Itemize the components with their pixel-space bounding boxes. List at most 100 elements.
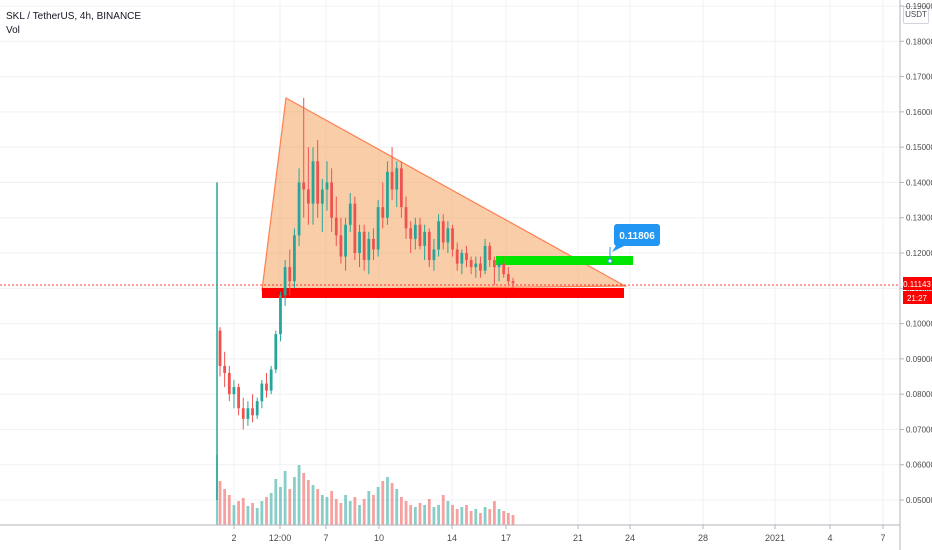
volume-bar — [455, 509, 459, 525]
candle-body — [460, 253, 464, 264]
candle-body — [358, 231, 361, 253]
volume-bar — [279, 487, 282, 525]
volume-bar — [432, 507, 436, 525]
candle-body — [367, 238, 371, 261]
currency-badge[interactable]: USDT — [903, 6, 929, 24]
volume-bar — [437, 505, 440, 525]
volume-bar — [255, 508, 259, 525]
candle-body — [227, 372, 231, 395]
candle-body — [497, 263, 501, 268]
volume-bar — [441, 495, 445, 525]
time-tick-label: 7 — [323, 533, 328, 543]
volume-bar — [483, 507, 487, 525]
candle-body — [293, 235, 296, 282]
candle-body — [511, 281, 515, 284]
candle-body — [376, 207, 380, 250]
volume-bar — [511, 515, 515, 525]
candle-body — [395, 168, 399, 190]
volume-bar — [372, 495, 375, 525]
candle-body — [404, 207, 408, 229]
candle-body — [288, 267, 292, 282]
volume-bar — [446, 501, 450, 525]
volume-bar — [381, 481, 385, 525]
time-tick-label: 2021 — [765, 533, 785, 543]
volume-bar — [362, 499, 366, 525]
volume-bar — [246, 506, 250, 525]
candle-body — [246, 408, 250, 419]
volume-bar — [241, 498, 245, 525]
candle-body — [465, 253, 468, 261]
price-tick-label: 0.19000 — [906, 2, 932, 11]
candle-body — [353, 203, 357, 253]
volume-bar — [390, 483, 394, 525]
time-axis[interactable]: 2 12:00 7 10 14 17 21 24 28 2021 4 7 — [231, 525, 886, 543]
time-tick-label: 28 — [698, 533, 708, 543]
volume-bar — [451, 505, 454, 525]
time-tick-label: 2 — [231, 533, 236, 543]
time-tick-label: 14 — [447, 533, 457, 543]
candle-body — [251, 408, 254, 416]
time-tick-label: 10 — [374, 533, 384, 543]
volume-bar — [260, 501, 264, 525]
candle-body — [311, 161, 315, 204]
symbol-title: SKL / TetherUS, 4h, BINANCE — [6, 11, 142, 22]
candle-body — [330, 182, 334, 218]
candle-body — [441, 221, 445, 243]
candle-body — [218, 330, 222, 366]
candle-body — [232, 387, 236, 395]
volume-bar — [265, 497, 268, 525]
volume-bar — [348, 501, 352, 525]
volume-bar — [474, 509, 478, 525]
time-tick-label: 17 — [501, 533, 511, 543]
candle-body — [427, 231, 431, 261]
volume-bar — [488, 509, 492, 525]
candle-body — [432, 249, 436, 261]
candle-body — [479, 263, 482, 271]
time-tick-label: 4 — [827, 533, 832, 543]
volume-bar — [502, 511, 506, 525]
volume-bar — [404, 501, 408, 525]
last-price-value: 0.11143 — [903, 280, 931, 289]
volume-bar — [353, 497, 357, 525]
volume-bar — [493, 501, 496, 525]
volume-bar — [460, 507, 464, 525]
countdown-value: 21:27 — [907, 294, 928, 303]
candle-body — [418, 224, 422, 246]
time-tick-label: 24 — [625, 533, 635, 543]
candle-body — [223, 365, 227, 373]
volume-bar — [325, 497, 329, 525]
candle-body — [474, 263, 478, 268]
volume-bars — [216, 455, 515, 525]
candle-body — [316, 161, 320, 204]
volume-bar — [423, 505, 427, 525]
volume-bar — [469, 511, 473, 525]
candle-body — [409, 228, 413, 239]
volume-bar — [311, 485, 315, 525]
last-price-badge: 0.11143 21:27 — [903, 277, 932, 304]
volume-bar — [399, 497, 403, 525]
candle-body — [483, 245, 487, 271]
volume-bar — [293, 477, 296, 525]
time-tick-label: 12:00 — [269, 533, 292, 543]
resistance-zone — [496, 256, 633, 265]
volume-bar — [427, 499, 431, 525]
time-tick-label: 21 — [573, 533, 583, 543]
candle-body — [265, 383, 268, 391]
candle-body — [237, 387, 240, 409]
candle-body — [423, 231, 427, 246]
candle-body — [451, 228, 454, 250]
target-label: 0.11806 — [619, 231, 655, 242]
volume-bar — [367, 491, 371, 525]
candle-body — [306, 189, 310, 204]
volume-bar — [306, 480, 310, 525]
